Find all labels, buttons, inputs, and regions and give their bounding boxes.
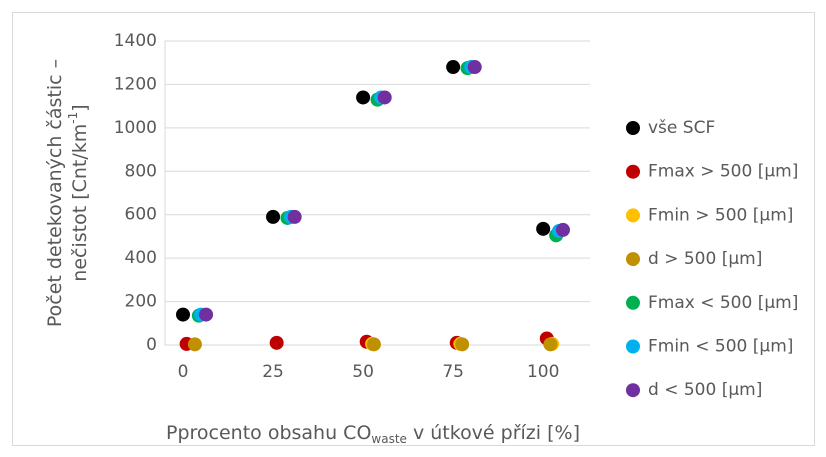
legend-label: Fmin > 500 [µm] bbox=[648, 205, 793, 225]
point bbox=[187, 337, 202, 352]
y-tick-label: 800 bbox=[125, 161, 157, 181]
legend-marker bbox=[626, 208, 640, 223]
y-tick-label: 600 bbox=[125, 205, 157, 225]
y-tick-label: 1400 bbox=[114, 31, 157, 51]
legend-label: vše SCF bbox=[648, 118, 715, 138]
point bbox=[199, 307, 214, 322]
point bbox=[543, 337, 558, 352]
y-tick-label: 0 bbox=[146, 335, 157, 355]
point bbox=[287, 209, 302, 224]
x-tick-label: 0 bbox=[178, 362, 189, 382]
x-tick-label: 100 bbox=[527, 362, 559, 382]
legend-marker bbox=[626, 383, 640, 398]
legend-label: Fmax < 500 [µm] bbox=[648, 293, 798, 313]
y-tick-label: 200 bbox=[125, 292, 157, 312]
legend-label: d < 500 [µm] bbox=[648, 380, 762, 400]
point bbox=[455, 337, 470, 352]
point bbox=[467, 60, 482, 75]
x-title-part: v útkové přízi [%] bbox=[407, 422, 580, 444]
legend-marker bbox=[626, 121, 640, 135]
x-title-part: Pprocento obsahu CO bbox=[166, 422, 371, 444]
legend-marker bbox=[626, 339, 640, 354]
point bbox=[446, 60, 461, 75]
legend-label: Fmax > 500 [µm] bbox=[648, 162, 798, 182]
y-title-line: ] bbox=[69, 104, 91, 111]
y-title-sup: -1 bbox=[66, 112, 80, 124]
x-axis-title: Pprocento obsahu COwaste v útkové přízi … bbox=[166, 422, 580, 446]
x-tick-label: 25 bbox=[262, 362, 284, 382]
legend-marker bbox=[626, 295, 640, 310]
y-tick-label: 1000 bbox=[114, 118, 157, 138]
y-axis-title: nečistot [Cnt/km-1] bbox=[66, 104, 91, 281]
point bbox=[356, 90, 371, 105]
point bbox=[269, 335, 284, 350]
y-title-line: Počet detekovaných částic – bbox=[44, 59, 66, 327]
legend-marker bbox=[626, 164, 640, 179]
point bbox=[266, 209, 281, 224]
x-tick-label: 50 bbox=[352, 362, 374, 382]
x-tick-label: 75 bbox=[442, 362, 464, 382]
point bbox=[176, 307, 191, 322]
point bbox=[555, 222, 570, 237]
y-tick-label: 1200 bbox=[114, 74, 157, 94]
point bbox=[377, 90, 392, 105]
legend-marker bbox=[626, 252, 640, 267]
legend-label: d > 500 [µm] bbox=[648, 249, 762, 269]
x-title-sub: waste bbox=[371, 432, 407, 446]
point bbox=[536, 221, 551, 236]
y-axis-title: Počet detekovaných částic – bbox=[44, 59, 66, 327]
legend-label: Fmin < 500 [µm] bbox=[648, 337, 793, 357]
y-title-line: nečistot [Cnt/km bbox=[69, 124, 91, 282]
y-tick-label: 400 bbox=[125, 248, 157, 268]
point bbox=[366, 337, 381, 352]
